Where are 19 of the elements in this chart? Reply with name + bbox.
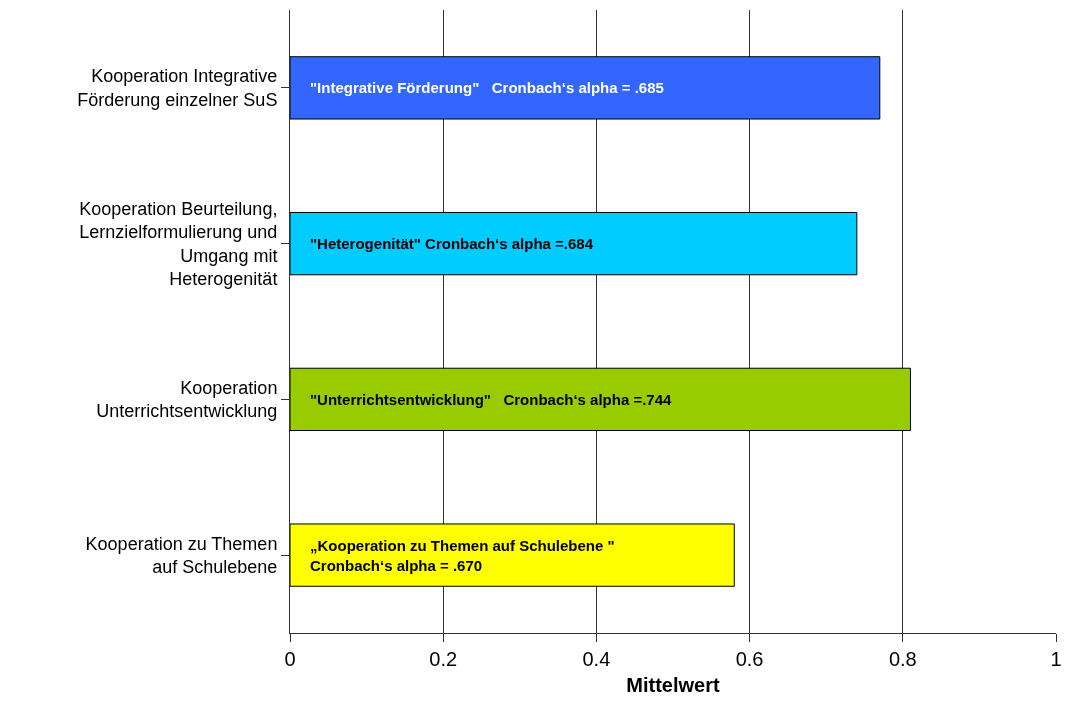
y-tick-label: Kooperation Beurteilung, Lernzielformulierung und Umgang mit Heterogenität [79, 198, 278, 290]
annotation: „Kooperation zu Themen auf Schulebene " Cronbach‘s alpha = .670 [310, 537, 615, 574]
x-tick-label: 0.8 [888, 648, 917, 670]
bar [290, 367, 911, 432]
bar [290, 523, 735, 587]
y-tick-label: Kooperation Unterrichtsentwicklung [96, 377, 278, 422]
bar [290, 211, 858, 276]
x-axis-title: Mittelwert [626, 673, 721, 696]
y-tick-label: Kooperation Integrative Förderung einzelner SuS [77, 66, 278, 110]
y-tick-label: Kooperation zu Themen auf Schulebene [85, 533, 278, 578]
x-tick-label: 0 [284, 648, 296, 670]
bar [290, 56, 881, 120]
annotation: "Unterrichtsentwicklung" Cronbach‘s alpha =.744 [310, 391, 673, 408]
x-tick-label: 0.4 [582, 648, 611, 670]
annotation: "Integrative Förderung" Cronbach‘s alpha = .685 [310, 79, 664, 96]
x-tick-label: 0.2 [429, 648, 458, 670]
x-tick-label: 0.6 [735, 648, 764, 670]
x-tick-label: 1 [1050, 648, 1062, 670]
annotation: "Heterogenität" Cronbach‘s alpha =.684 [310, 235, 594, 252]
